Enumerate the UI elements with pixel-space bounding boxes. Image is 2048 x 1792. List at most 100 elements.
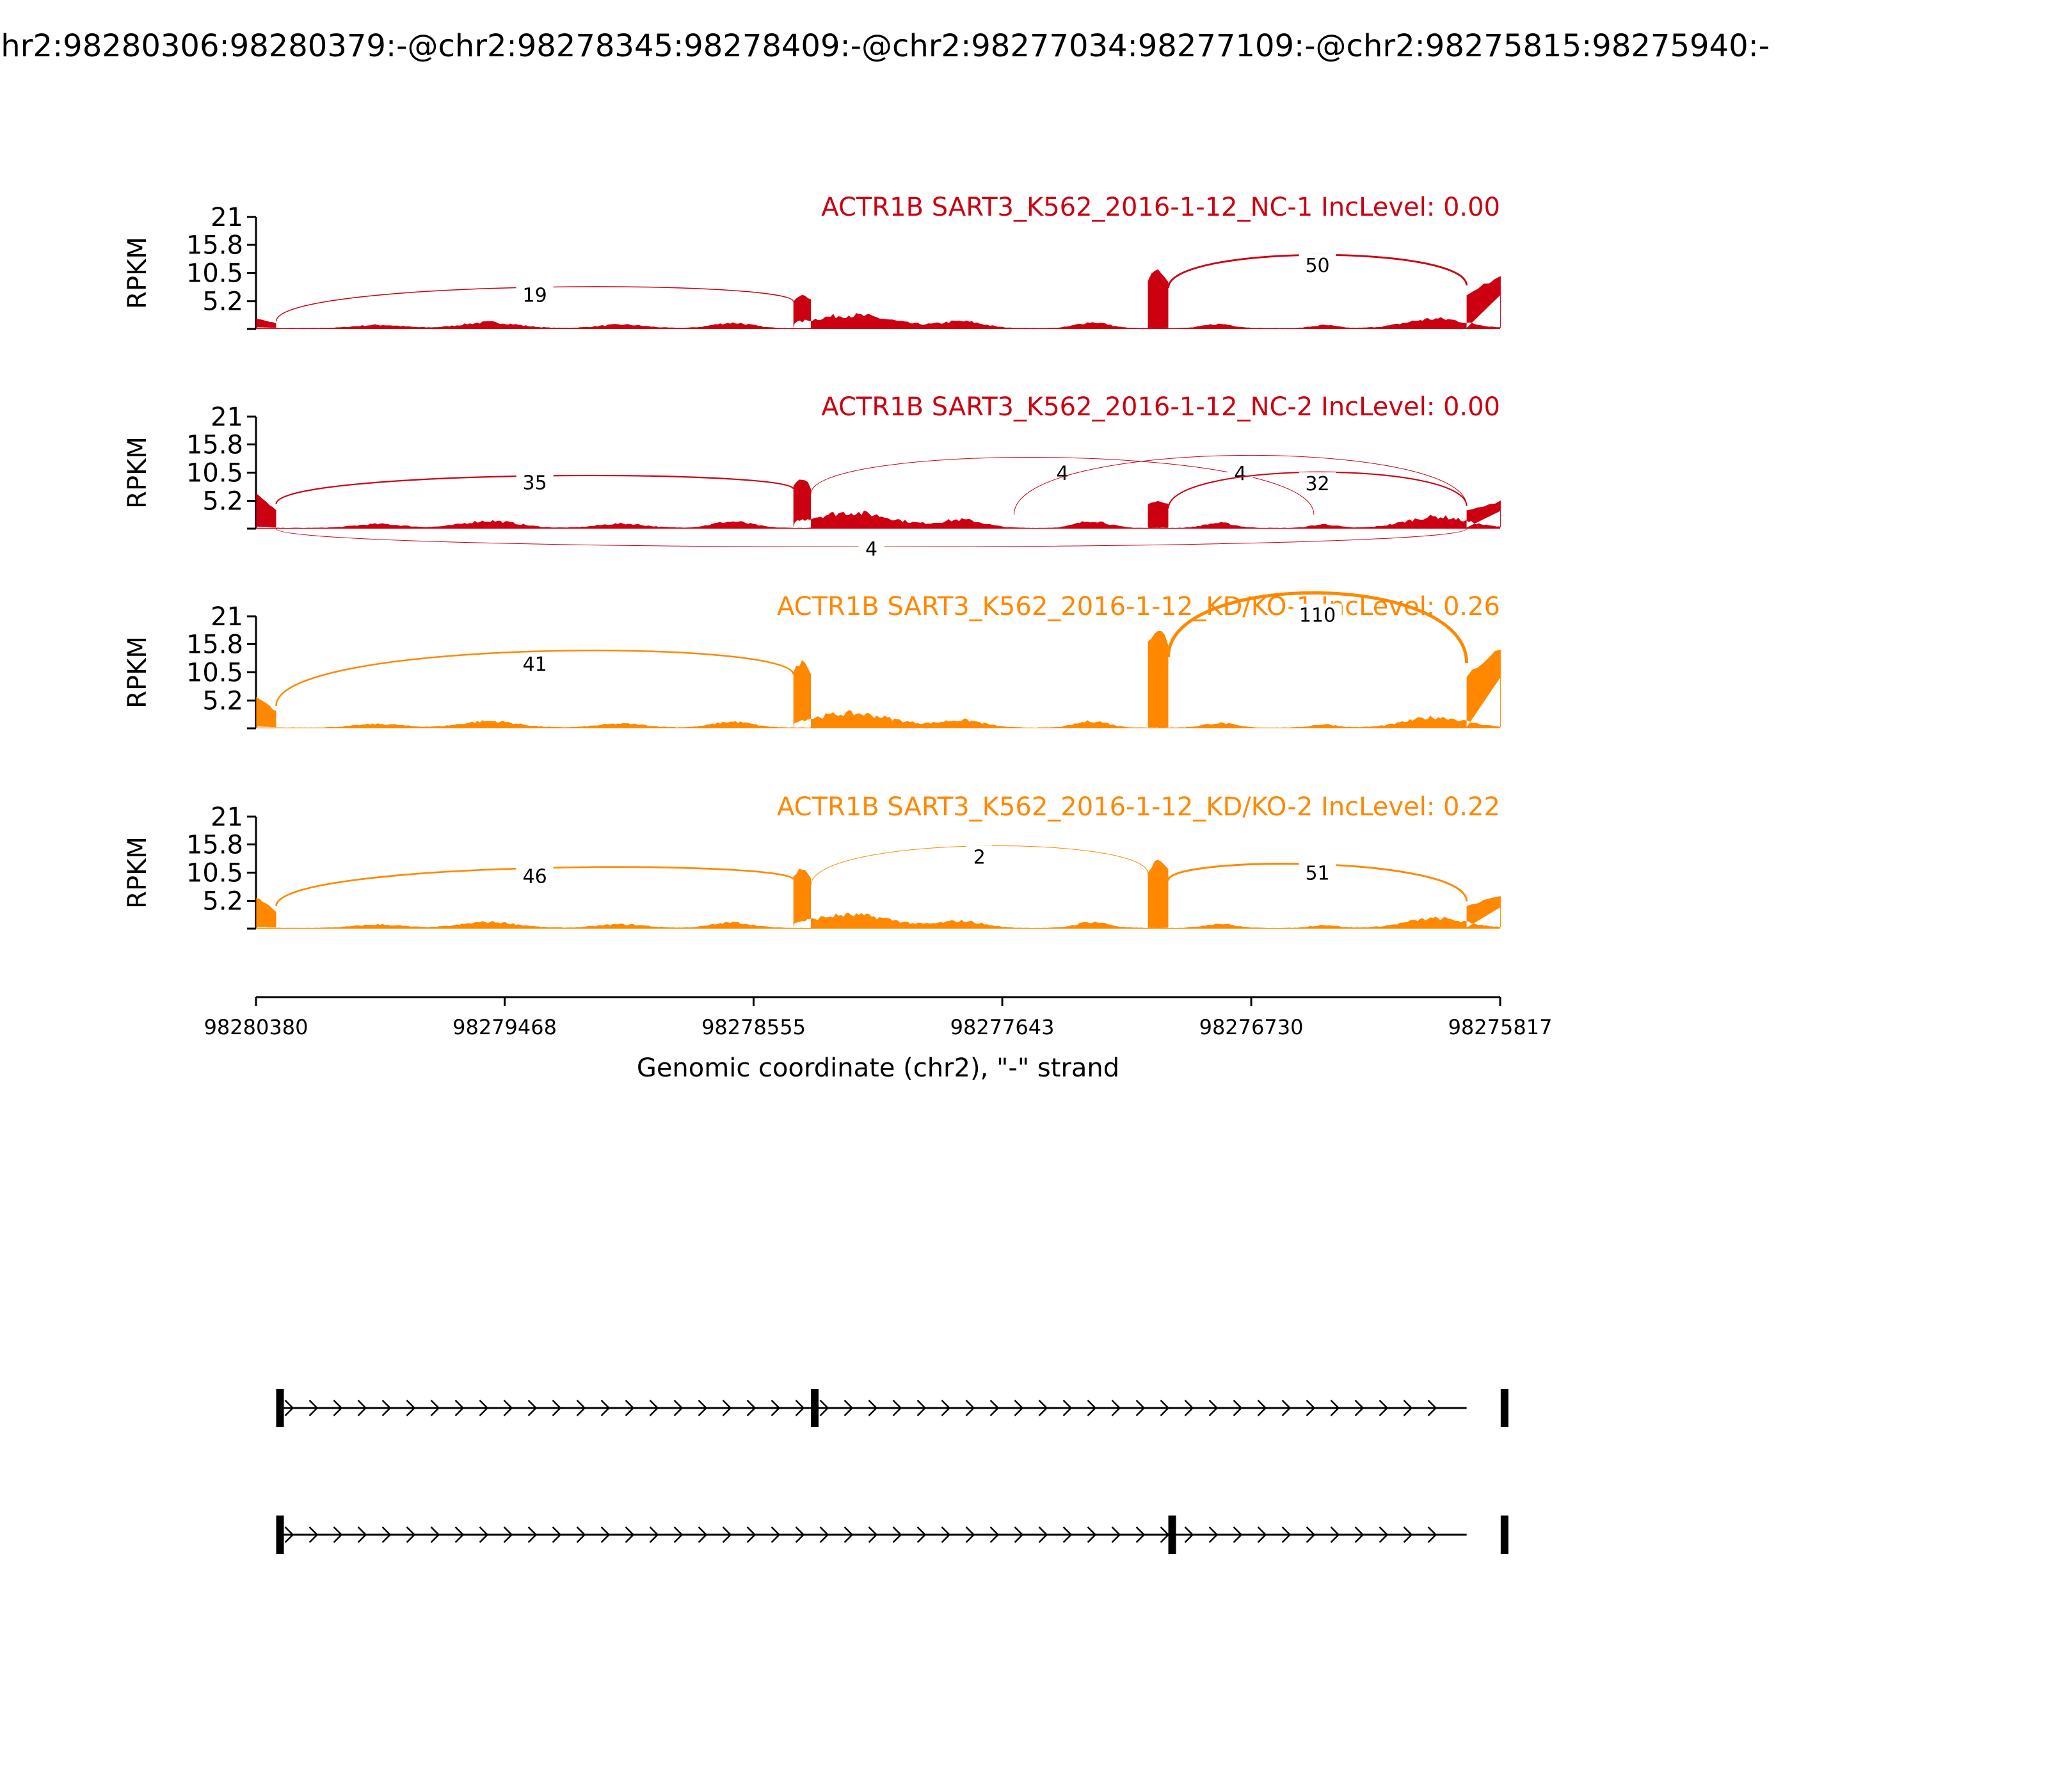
strand-chevron-icon <box>284 1400 294 1416</box>
strand-chevron-icon <box>454 1526 465 1543</box>
strand-chevron-icon <box>795 1400 805 1416</box>
y-tick-label: 15.8 <box>186 430 243 460</box>
strand-chevron-icon <box>746 1526 756 1543</box>
strand-chevron-icon <box>625 1526 635 1543</box>
strand-chevron-icon <box>479 1526 489 1543</box>
y-tick-label: 10.5 <box>186 859 243 888</box>
strand-chevron-icon <box>527 1526 538 1543</box>
strand-chevron-icon <box>965 1526 975 1543</box>
strand-chevron-icon <box>1014 1400 1024 1416</box>
track-title: ACTR1B SART3_K562_2016-1-12_KD/KO-1 IncL… <box>777 592 1500 621</box>
junction-arc <box>275 650 794 707</box>
junction-label-bg <box>1293 604 1342 626</box>
junction-count-label: 4 <box>1234 463 1246 485</box>
x-tick-label: 98275817 <box>1448 1015 1553 1039</box>
strand-chevron-icon <box>844 1526 854 1543</box>
strand-chevron-icon <box>552 1400 562 1416</box>
y-tick-label: 5.2 <box>202 287 243 317</box>
junction-count-label: 2 <box>973 846 986 868</box>
junction-label-bg <box>516 653 554 675</box>
strand-chevron-icon <box>381 1400 392 1416</box>
strand-chevron-icon <box>503 1526 513 1543</box>
x-tick-label: 98279468 <box>452 1015 557 1039</box>
junction-label-bg <box>516 284 554 306</box>
junction-label-bg <box>1299 472 1336 494</box>
junction-label-bg <box>516 471 554 493</box>
y-tick-label: 15.8 <box>186 830 243 860</box>
strand-chevron-icon <box>1184 1526 1194 1543</box>
track-title: ACTR1B SART3_K562_2016-1-12_KD/KO-2 IncL… <box>777 792 1500 822</box>
strand-chevron-icon <box>1306 1400 1316 1416</box>
junction-count-label: 46 <box>523 865 547 888</box>
strand-chevron-icon <box>308 1526 319 1543</box>
x-axis: 98280380 98279468 98278555 98277643 98276730… <box>204 996 1553 1083</box>
strand-chevron-icon <box>1379 1400 1389 1416</box>
strand-chevron-icon <box>892 1526 902 1543</box>
y-tick-label: 21 <box>211 203 243 232</box>
junction-arc <box>1167 471 1468 509</box>
strand-chevron-icon <box>1038 1526 1048 1543</box>
junction-count-label: 19 <box>523 285 547 307</box>
strand-chevron-icon <box>1111 1526 1121 1543</box>
junction-label-bg <box>858 538 884 559</box>
y-axis-label: RPKM <box>123 237 152 309</box>
strand-chevron-icon <box>333 1400 343 1416</box>
strand-chevron-icon <box>1135 1526 1146 1543</box>
strand-chevron-icon <box>1354 1526 1364 1543</box>
strand-chevron-icon <box>333 1526 343 1543</box>
y-tick-label: 5.2 <box>202 687 243 716</box>
strand-chevron-icon <box>1208 1400 1219 1416</box>
strand-chevron-icon <box>1427 1526 1437 1543</box>
strand-chevron-icon <box>989 1526 1000 1543</box>
junction-count-label: 32 <box>1305 473 1329 495</box>
y-axis-label: RPKM <box>123 436 152 509</box>
strand-chevron-icon <box>1281 1400 1292 1416</box>
isoform-2 <box>276 1516 1508 1554</box>
strand-chevron-icon <box>625 1400 635 1416</box>
strand-chevron-icon <box>989 1400 1000 1416</box>
strand-chevron-icon <box>649 1526 659 1543</box>
strand-chevron-icon <box>1038 1400 1048 1416</box>
strand-chevron-icon <box>552 1526 562 1543</box>
junction-label-bg <box>1299 861 1336 884</box>
x-tick-label: 98276730 <box>1199 1015 1304 1039</box>
strand-chevron-icon <box>600 1400 611 1416</box>
y-tick-label: 10.5 <box>186 259 243 289</box>
junction-count-label: 41 <box>523 653 547 676</box>
strand-chevron-icon <box>1427 1400 1437 1416</box>
strand-chevron-icon <box>1233 1400 1243 1416</box>
junction-arc <box>1013 454 1468 515</box>
strand-chevron-icon <box>1257 1526 1267 1543</box>
strand-chevron-icon <box>406 1526 416 1543</box>
junction-label-bg <box>516 865 554 887</box>
junction-label-bg <box>1227 462 1253 484</box>
strand-chevron-icon <box>600 1526 611 1543</box>
track-title: ACTR1B SART3_K562_2016-1-12_NC-2 IncLeve… <box>821 392 1500 422</box>
strand-chevron-icon <box>941 1526 951 1543</box>
strand-chevron-icon <box>406 1400 416 1416</box>
strand-chevron-icon <box>1087 1526 1097 1543</box>
y-tick-label: 10.5 <box>186 659 243 688</box>
strand-chevron-icon <box>503 1400 513 1416</box>
strand-chevron-icon <box>868 1400 878 1416</box>
junction-count-label: 50 <box>1305 255 1329 277</box>
junction-count-label: 51 <box>1305 862 1329 884</box>
coverage-track-3: ACTR1B SART3_K562_2016-1-12_KD/KO-1 IncL… <box>123 591 1501 730</box>
strand-chevron-icon <box>1160 1400 1170 1416</box>
strand-chevron-icon <box>454 1400 465 1416</box>
isoform-1 <box>276 1389 1508 1427</box>
strand-chevron-icon <box>357 1526 367 1543</box>
strand-chevron-icon <box>1257 1400 1267 1416</box>
y-tick-label: 21 <box>211 403 243 432</box>
strand-chevron-icon <box>1403 1400 1413 1416</box>
strand-chevron-icon <box>1330 1400 1340 1416</box>
strand-chevron-icon <box>1087 1400 1097 1416</box>
y-tick-label: 15.8 <box>186 230 243 260</box>
strand-chevron-icon <box>430 1526 440 1543</box>
exon-block <box>1500 1389 1508 1427</box>
strand-chevron-icon <box>1062 1400 1073 1416</box>
strand-chevron-icon <box>1135 1400 1146 1416</box>
junction-arc <box>1167 591 1469 664</box>
strand-chevron-icon <box>916 1400 927 1416</box>
